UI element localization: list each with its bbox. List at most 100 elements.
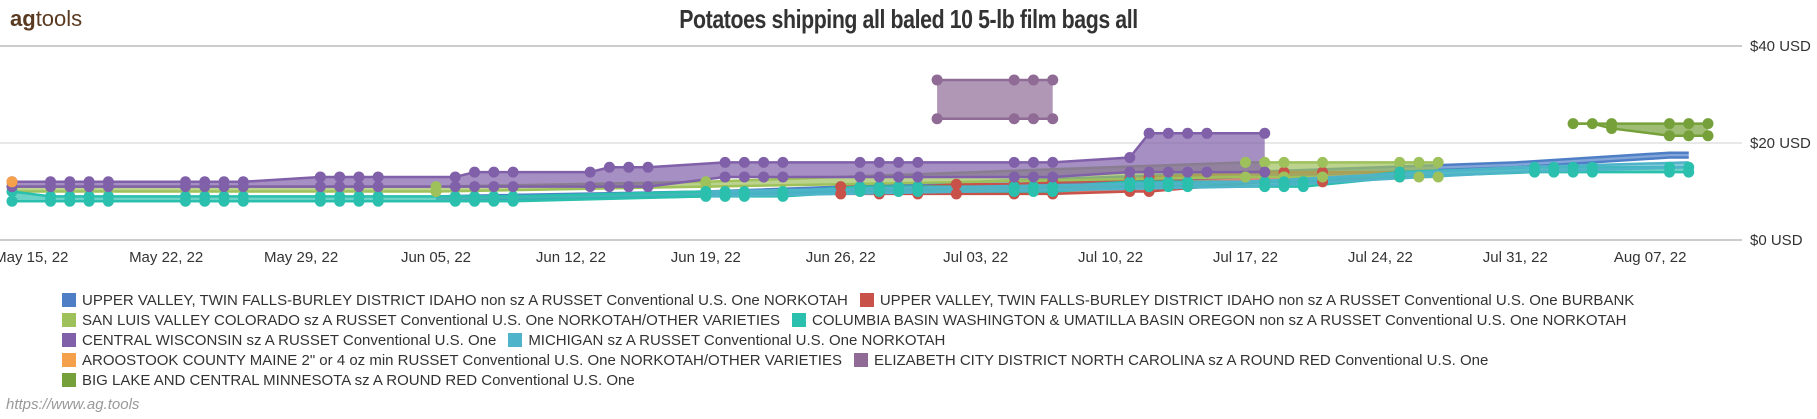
data-point-low[interactable] [430, 186, 442, 197]
data-point-low[interactable] [642, 181, 654, 193]
series-7[interactable] [937, 78, 1053, 120]
data-point-high[interactable] [1663, 118, 1675, 130]
data-point-high[interactable] [314, 171, 326, 183]
data-point-high[interactable] [854, 156, 866, 168]
data-point-low[interactable] [507, 195, 519, 207]
data-point-low[interactable] [623, 181, 635, 193]
legend-item[interactable]: BIG LAKE AND CENTRAL MINNESOTA sz A ROUN… [62, 370, 635, 390]
data-point-high[interactable] [584, 166, 596, 178]
data-point-high[interactable] [1027, 74, 1039, 86]
legend-item[interactable]: SAN LUIS VALLEY COLORADO sz A RUSSET Con… [62, 310, 780, 330]
data-point-low[interactable] [45, 195, 57, 207]
data-point-low[interactable] [83, 195, 95, 207]
data-point-low[interactable] [893, 171, 905, 183]
data-point-low[interactable] [237, 181, 249, 193]
data-point-low[interactable] [1124, 166, 1136, 178]
data-point-high[interactable] [950, 178, 962, 190]
source-url[interactable]: https://www.ag.tools [6, 396, 140, 413]
data-point-low[interactable] [334, 181, 346, 193]
data-point-low[interactable] [1663, 166, 1675, 178]
series-5[interactable] [705, 161, 1689, 198]
data-point-high[interactable] [1008, 74, 1020, 86]
data-point-low[interactable] [1413, 171, 1425, 183]
data-point-low[interactable] [64, 181, 76, 193]
data-point-low[interactable] [719, 171, 731, 183]
data-point-low[interactable] [1317, 171, 1329, 183]
data-point-low[interactable] [469, 195, 481, 207]
data-point-low[interactable] [1529, 166, 1541, 178]
data-point-low[interactable] [1143, 166, 1155, 178]
data-point-low[interactable] [449, 181, 461, 193]
data-point-high[interactable] [1567, 118, 1579, 130]
legend-item[interactable]: UPPER VALLEY, TWIN FALLS-BURLEY DISTRICT… [62, 290, 848, 310]
data-point-low[interactable] [1047, 113, 1059, 125]
data-point-low[interactable] [1586, 166, 1598, 178]
data-point-low[interactable] [372, 181, 384, 193]
data-point-low[interactable] [218, 181, 230, 193]
data-point-low[interactable] [507, 181, 519, 193]
data-point-low[interactable] [1201, 166, 1213, 178]
data-point-low[interactable] [314, 181, 326, 193]
data-point-low[interactable] [237, 195, 249, 207]
data-point-low[interactable] [179, 181, 191, 193]
data-point-high[interactable] [1259, 127, 1271, 139]
data-point-low[interactable] [738, 190, 750, 202]
data-point-low[interactable] [1047, 171, 1059, 183]
data-point-high[interactable] [642, 161, 654, 173]
data-point-low[interactable] [469, 181, 481, 193]
data-point-high[interactable] [893, 156, 905, 168]
data-point-high[interactable] [1278, 156, 1290, 168]
data-point-low[interactable] [314, 195, 326, 207]
data-point-low[interactable] [1143, 181, 1155, 193]
data-point-high[interactable] [1394, 156, 1406, 168]
data-point-low[interactable] [777, 190, 789, 202]
data-point-low[interactable] [931, 113, 943, 125]
data-point-low[interactable] [1027, 171, 1039, 183]
data-point-low[interactable] [1567, 166, 1579, 178]
data-point-high[interactable] [1143, 127, 1155, 139]
data-point-low[interactable] [777, 171, 789, 183]
data-point-high[interactable] [912, 156, 924, 168]
data-point-high[interactable] [1317, 156, 1329, 168]
data-point-high[interactable] [469, 166, 481, 178]
data-point-low[interactable] [1162, 181, 1174, 193]
data-point-low[interactable] [719, 190, 731, 202]
data-point-low[interactable] [179, 195, 191, 207]
data-point-low[interactable] [873, 171, 885, 183]
data-point-low[interactable] [449, 195, 461, 207]
data-point-high[interactable] [6, 176, 18, 188]
data-point-low[interactable] [218, 195, 230, 207]
data-point-low[interactable] [912, 171, 924, 183]
data-point-high[interactable] [353, 171, 365, 183]
data-point-low[interactable] [83, 181, 95, 193]
data-point-low[interactable] [1008, 171, 1020, 183]
data-point-high[interactable] [1259, 156, 1271, 168]
data-point-low[interactable] [334, 195, 346, 207]
data-point-low[interactable] [873, 186, 885, 197]
legend-item[interactable]: CENTRAL WISCONSIN sz A RUSSET Convention… [62, 330, 496, 350]
data-point-low[interactable] [1683, 130, 1695, 142]
data-point-low[interactable] [1702, 130, 1714, 142]
data-point-low[interactable] [1663, 130, 1675, 142]
legend-item[interactable]: COLUMBIA BASIN WASHINGTON & UMATILLA BAS… [792, 310, 1626, 330]
data-point-low[interactable] [1432, 171, 1444, 183]
data-point-low[interactable] [738, 171, 750, 183]
data-point-low[interactable] [1182, 166, 1194, 178]
data-point-high[interactable] [1586, 118, 1598, 130]
data-point-high[interactable] [873, 156, 885, 168]
data-point-high[interactable] [1047, 156, 1059, 168]
data-point-low[interactable] [1182, 181, 1194, 193]
data-point-low[interactable] [1259, 181, 1271, 193]
data-point-high[interactable] [1182, 127, 1194, 139]
legend-item[interactable]: MICHIGAN sz A RUSSET Conventional U.S. O… [508, 330, 945, 350]
data-point-high[interactable] [334, 171, 346, 183]
data-point-low[interactable] [758, 171, 770, 183]
data-point-low[interactable] [102, 195, 114, 207]
data-point-low[interactable] [64, 195, 76, 207]
data-point-low[interactable] [700, 190, 712, 202]
data-point-low[interactable] [603, 181, 615, 193]
data-point-high[interactable] [507, 166, 519, 178]
data-point-low[interactable] [1278, 181, 1290, 193]
data-point-high[interactable] [603, 161, 615, 173]
data-point-low[interactable] [1259, 166, 1271, 178]
